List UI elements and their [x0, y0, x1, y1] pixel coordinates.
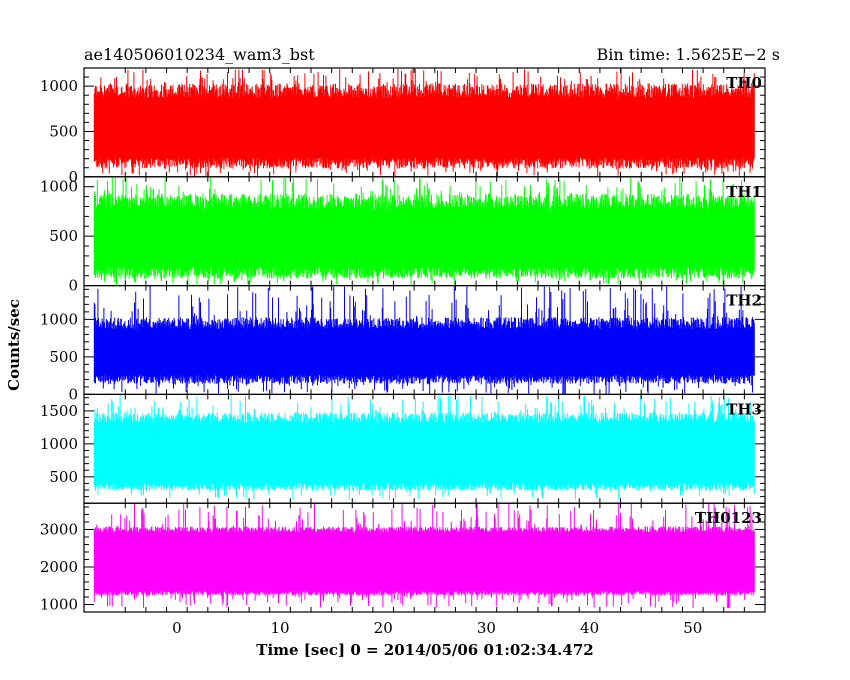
series-th2-trace — [93, 285, 755, 395]
y-tick-label-th1: 1000 — [40, 178, 78, 196]
panel-th0123: 1000 2000 3000 TH0123 — [40, 502, 766, 613]
y-tick-label-th3: 1000 — [40, 435, 78, 453]
y-axis-label: Counts/sec — [5, 299, 23, 391]
light-curve-panels: 0 500 1000 TH0 0 500 1000 TH1 0 500 1000 TH2 500 1000… — [40, 67, 766, 613]
panel-label-th3: TH3 — [726, 400, 762, 418]
panel-label-th1: TH1 — [726, 183, 762, 201]
x-tick-label: 0 — [172, 619, 182, 637]
series-th0123-trace — [93, 503, 755, 609]
x-tick-label: 20 — [374, 619, 393, 637]
y-tick-label-th1: 500 — [49, 227, 78, 245]
y-tick-label-th0123: 2000 — [40, 558, 78, 576]
x-tick-label: 30 — [477, 619, 496, 637]
y-tick-label-th2: 0 — [68, 385, 78, 403]
x-axis-tick-labels: 0 10 20 30 40 50 — [172, 619, 702, 637]
panel-label-th2: TH2 — [726, 292, 762, 310]
y-tick-label-th0: 500 — [49, 122, 78, 140]
y-tick-label-th0123: 1000 — [40, 595, 78, 613]
x-axis-label: Time [sec] 0 = 2014/05/06 01:02:34.472 — [256, 641, 593, 659]
panel-th0: 0 500 1000 TH0 — [40, 67, 766, 186]
y-tick-label-th1: 0 — [68, 277, 78, 295]
panel-th0123-frame — [83, 502, 766, 613]
series-th1-trace — [93, 176, 755, 286]
panel-th2: 0 500 1000 TH2 — [40, 285, 766, 403]
x-tick-label: 10 — [270, 619, 289, 637]
y-tick-label-th0123: 3000 — [40, 520, 78, 538]
series-th0-trace — [93, 68, 755, 177]
x-tick-label: 50 — [683, 619, 702, 637]
y-tick-label-th0: 0 — [68, 168, 78, 186]
bin-time-label: Bin time: 1.5625E−2 s — [597, 45, 780, 64]
y-tick-label-th2: 500 — [49, 348, 78, 366]
y-tick-label-th0: 1000 — [40, 77, 78, 95]
chart-title: ae140506010234_wam3_bst — [84, 45, 315, 64]
y-tick-label-th3: 1500 — [40, 402, 78, 420]
y-tick-label-th3: 500 — [49, 468, 78, 486]
y-tick-label-th2: 1000 — [40, 310, 78, 328]
series-th3-trace — [93, 395, 755, 500]
panel-th3: 500 1000 1500 TH3 — [40, 393, 766, 504]
panel-label-th0: TH0 — [726, 74, 762, 92]
panel-th1: 0 500 1000 TH1 — [40, 176, 766, 295]
x-tick-label: 40 — [580, 619, 599, 637]
panel-label-th0123: TH0123 — [695, 509, 762, 527]
